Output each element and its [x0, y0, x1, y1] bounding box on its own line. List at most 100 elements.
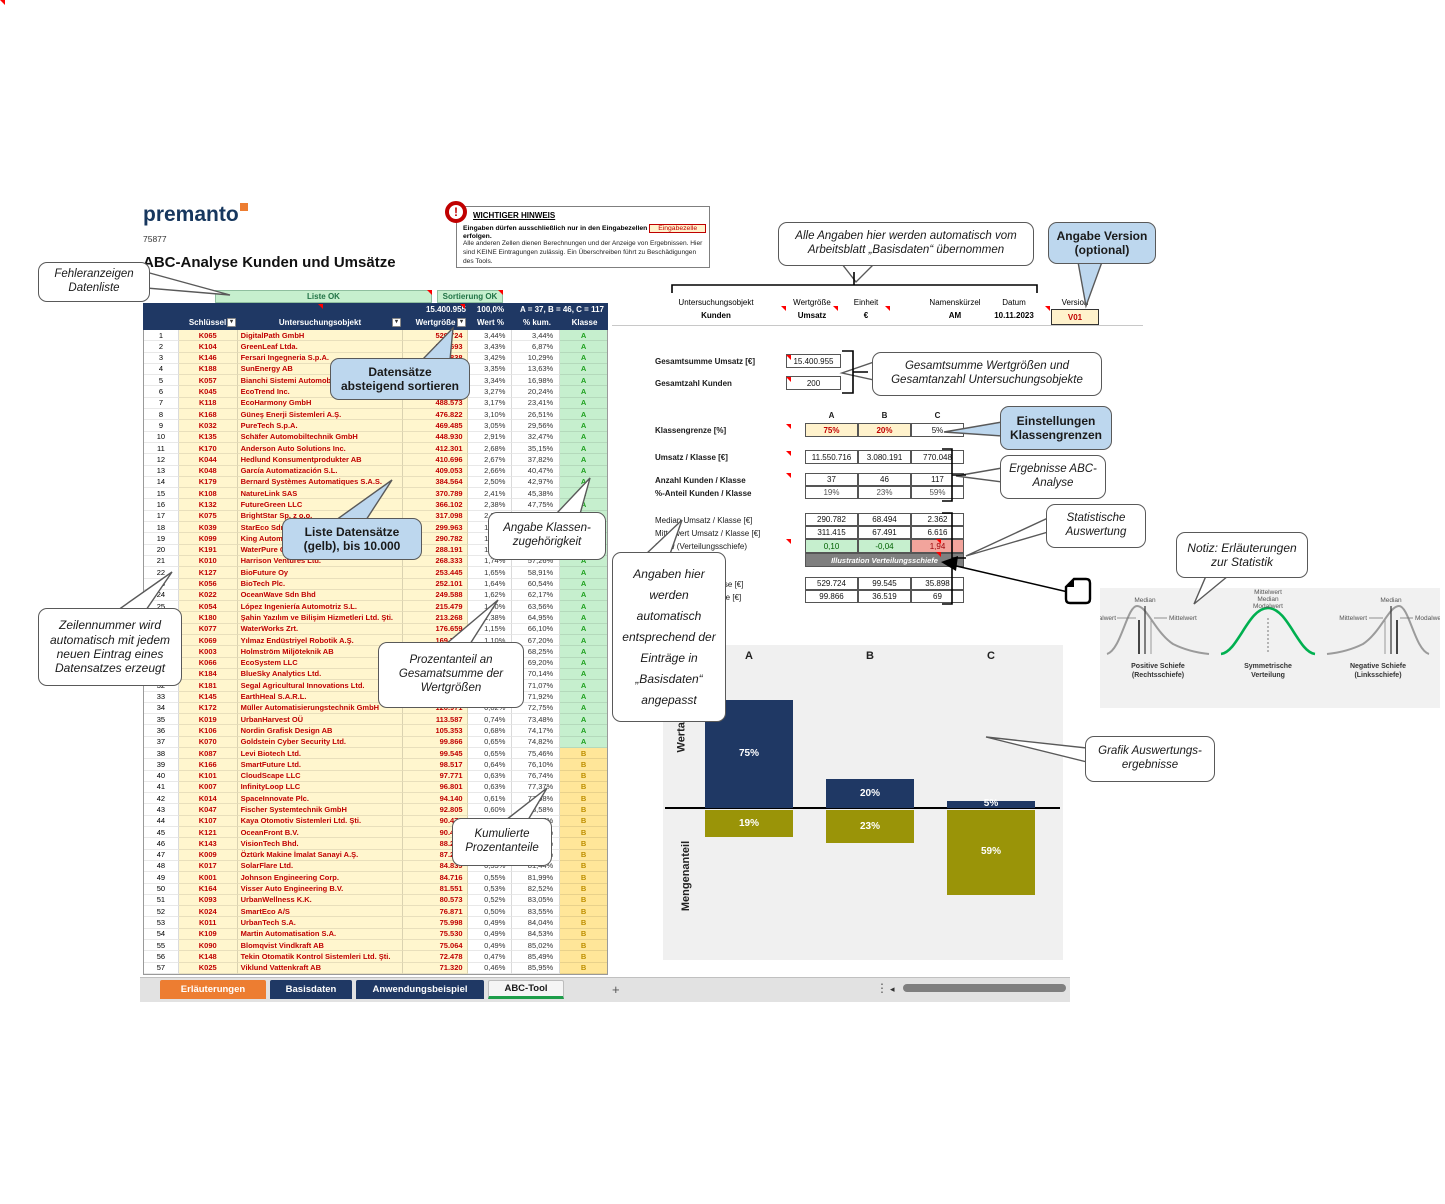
table-row[interactable]: 23 K056 BioTech Plc. 252.101 1,64% 60,54% A	[144, 578, 607, 590]
cell-schluessel[interactable]: K143	[178, 838, 238, 850]
cell-rownum[interactable]: 1	[144, 330, 179, 342]
filter-icon[interactable]: ▾	[392, 318, 401, 327]
cell-wertpct[interactable]: 2,66%	[467, 465, 513, 477]
cell-rownum[interactable]: 56	[144, 951, 179, 963]
cell-schluessel[interactable]: K056	[178, 578, 238, 590]
cell-wertpct[interactable]: 0,49%	[467, 917, 513, 929]
cell-klasse[interactable]: A	[560, 397, 607, 410]
cell-objekt[interactable]: UrbanHarvest OÜ	[237, 714, 403, 726]
cell-wertgroesse[interactable]: 412.301	[402, 442, 468, 455]
cell-objekt[interactable]: InfinityLoop LLC	[237, 781, 403, 794]
cell-klasse[interactable]: A	[560, 725, 607, 737]
cell-klasse[interactable]: A	[560, 431, 607, 443]
cell-kumpct[interactable]: 60,54%	[512, 578, 561, 590]
input-klassengrenze-a[interactable]: 75%	[805, 423, 858, 437]
cell-schluessel[interactable]: K148	[178, 951, 238, 963]
table-row[interactable]: 56 K148 Tekin Otomatik Kontrol Sistemleri …	[144, 951, 607, 963]
cell-rownum[interactable]: 21	[144, 555, 179, 568]
cell-schluessel[interactable]: K019	[178, 714, 238, 726]
table-row[interactable]: 11 K170 Anderson Auto Solutions Inc. 412.30…	[144, 442, 607, 455]
cell-rownum[interactable]: 35	[144, 714, 179, 726]
table-row[interactable]: 54 K109 Martin Automatisation S.A. 75.530 0,…	[144, 928, 607, 941]
cell-objekt[interactable]: Blomqvist Vindkraft AB	[237, 940, 403, 952]
cell-kumpct[interactable]: 64,95%	[512, 612, 561, 624]
cell-wertgroesse[interactable]: 98.517	[402, 759, 468, 771]
cell-klasse[interactable]: A	[560, 499, 607, 511]
cell-schluessel[interactable]: K172	[178, 702, 238, 715]
cell-wertgroesse[interactable]: 213.268	[402, 612, 468, 624]
cell-objekt[interactable]: PureTech S.p.A.	[237, 420, 403, 432]
table-row[interactable]: 29K003Holmström Miljöteknik AB161.7451,0…	[144, 646, 607, 658]
cell-kumpct[interactable]: 16,98%	[512, 375, 561, 387]
cell-kumpct[interactable]: 13,63%	[512, 363, 561, 376]
cell-klasse[interactable]: A	[560, 363, 607, 376]
cell-kumpct[interactable]: 78,58%	[512, 804, 561, 816]
table-row[interactable]: 31K184BlueSky Analytics Ltd.144.7690,94%…	[144, 668, 607, 681]
cell-wertgroesse[interactable]: 409.053	[402, 465, 468, 477]
cell-klasse[interactable]: A	[560, 352, 607, 364]
cell-rownum[interactable]: 14	[144, 476, 179, 489]
cell-wertgroesse[interactable]: 105.353	[402, 725, 468, 737]
cell-schluessel[interactable]: K188	[178, 363, 238, 376]
cell-klasse[interactable]: A	[560, 635, 607, 647]
cell-wertpct[interactable]: 1,40%	[467, 601, 513, 613]
cell-objekt[interactable]: DigitalPath GmbH	[237, 330, 403, 342]
cell-kumpct[interactable]: 74,17%	[512, 725, 561, 737]
cell-objekt[interactable]: BioTech Plc.	[237, 578, 403, 590]
table-row[interactable]: 51 K093 UrbanWellness K.K. 80.573 0,52% 83,05…	[144, 894, 607, 907]
table-row[interactable]: 49 K001 Johnson Engineering Corp. 84.716 0,5…	[144, 872, 607, 884]
cell-objekt[interactable]: VisionTech Bhd.	[237, 838, 403, 850]
cell-schluessel[interactable]: K048	[178, 465, 238, 477]
cell-rownum[interactable]: 48	[144, 860, 179, 873]
cell-schluessel[interactable]: K180	[178, 612, 238, 624]
cell-rownum[interactable]: 4	[144, 363, 179, 376]
add-sheet-button[interactable]: +	[612, 982, 620, 997]
cell-klasse[interactable]: A	[560, 488, 607, 500]
cell-rownum[interactable]: 45	[144, 827, 179, 839]
table-row[interactable]: 22 K127 BioFuture Oy 253.445 1,65% 58,91% A	[144, 567, 607, 579]
cell-klasse[interactable]: A	[560, 623, 607, 636]
cell-schluessel[interactable]: K044	[178, 454, 238, 466]
cell-kumpct[interactable]: 77,98%	[512, 793, 561, 805]
cell-wertpct[interactable]: 0,68%	[467, 725, 513, 737]
cell-kumpct[interactable]: 40,47%	[512, 465, 561, 477]
cell-kumpct[interactable]: 23,41%	[512, 397, 561, 410]
cell-objekt[interactable]: Bernard Systèmes Automatiques S.A.S.	[237, 476, 403, 489]
cell-kumpct[interactable]: 47,75%	[512, 499, 561, 511]
cell-schluessel[interactable]: K045	[178, 386, 238, 398]
table-row[interactable]: 13 K048 García Automatización S.L. 409.053 2…	[144, 465, 607, 477]
cell-objekt[interactable]: Anderson Auto Solutions Inc.	[237, 442, 403, 455]
cell-schluessel[interactable]: K101	[178, 770, 238, 782]
cell-kumpct[interactable]: 45,38%	[512, 488, 561, 500]
cell-kumpct[interactable]: 83,55%	[512, 906, 561, 918]
cell-wertpct[interactable]: 1,15%	[467, 623, 513, 636]
cell-objekt[interactable]: Yılmaz Endüstriyel Robotik A.Ş.	[237, 635, 403, 647]
cell-klasse[interactable]: B	[560, 883, 607, 895]
cell-wertgroesse[interactable]: 317.098	[402, 510, 468, 523]
cell-schluessel[interactable]: K099	[178, 533, 238, 545]
illustration-row[interactable]: Illustration Verteilungsschiefe	[805, 553, 964, 567]
cell-klasse[interactable]: A	[560, 691, 607, 703]
cell-klasse[interactable]: B	[560, 827, 607, 839]
cell-klasse[interactable]: A	[560, 341, 607, 353]
cell-rownum[interactable]: 33	[144, 691, 179, 703]
cell-schluessel[interactable]: K145	[178, 691, 238, 703]
cell-rownum[interactable]: 20	[144, 544, 179, 556]
table-row[interactable]: 8 K168 Güneş Enerji Sistemleri A.Ş. 476.822…	[144, 409, 607, 421]
cell-objekt[interactable]: UrbanWellness K.K.	[237, 894, 403, 907]
cell-wertpct[interactable]: 0,49%	[467, 928, 513, 941]
cell-wertpct[interactable]: 2,91%	[467, 431, 513, 443]
cell-wertgroesse[interactable]: 96.801	[402, 781, 468, 794]
tab-anwendungsbeispiel[interactable]: Anwendungsbeispiel	[356, 980, 484, 999]
cell-wertpct[interactable]: 0,46%	[467, 962, 513, 974]
cell-objekt[interactable]: UrbanTech S.A.	[237, 917, 403, 929]
cell-wertpct[interactable]: 1,64%	[467, 578, 513, 590]
cell-rownum[interactable]: 47	[144, 849, 179, 861]
cell-schluessel[interactable]: K010	[178, 555, 238, 568]
cell-kumpct[interactable]: 29,56%	[512, 420, 561, 432]
cell-schluessel[interactable]: K109	[178, 928, 238, 941]
cell-kumpct[interactable]: 63,56%	[512, 601, 561, 613]
cell-schluessel[interactable]: K191	[178, 544, 238, 556]
table-row[interactable]: 43 K047 Fischer Systemtechnik GmbH 92.805 0,…	[144, 804, 607, 816]
cell-rownum[interactable]: 19	[144, 533, 179, 545]
